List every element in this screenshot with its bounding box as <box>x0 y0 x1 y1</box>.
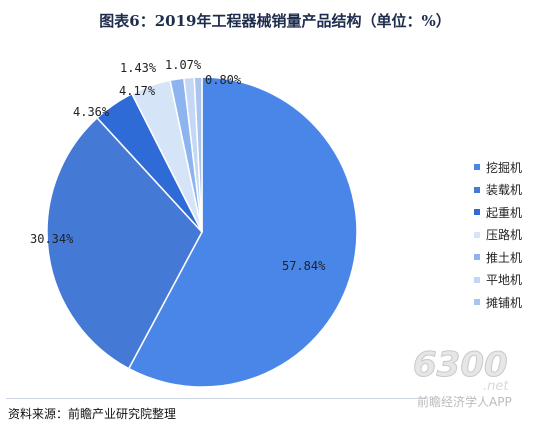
legend-swatch <box>474 186 480 193</box>
legend-item: 挖掘机 <box>474 156 522 179</box>
footer-divider <box>6 398 426 399</box>
watermark-number: 6300 <box>413 345 508 385</box>
legend-label: 摊铺机 <box>486 295 523 310</box>
legend-label: 起重机 <box>486 205 523 220</box>
watermark-suffix: .net <box>483 379 509 394</box>
data-label: 4.36% <box>73 105 110 119</box>
pie-slice <box>46 116 203 370</box>
legend-label: 挖掘机 <box>486 160 523 175</box>
legend-item: 摊铺机 <box>474 291 522 314</box>
chart-legend: 挖掘机 装载机 起重机 压路机 推土机 平地机 摊铺机 <box>474 156 522 314</box>
data-label: 4.17% <box>119 84 156 98</box>
legend-item: 装载机 <box>474 179 522 202</box>
source-note: 资料来源：前瞻产业研究院整理 <box>8 407 177 421</box>
legend-swatch <box>474 164 480 171</box>
legend-item: 推土机 <box>474 246 522 269</box>
chart-title: 图表6：2019年工程器械销量产品结构（单位：%） <box>99 12 451 30</box>
legend-swatch <box>474 299 480 306</box>
data-label: 0.80% <box>205 73 242 87</box>
legend-swatch <box>474 276 480 283</box>
pie-slice <box>193 76 203 233</box>
data-label: 1.07% <box>165 58 202 72</box>
legend-item: 压路机 <box>474 224 522 247</box>
legend-label: 装载机 <box>486 183 523 198</box>
data-label: 1.43% <box>120 61 157 75</box>
legend-swatch <box>474 231 480 238</box>
watermark-caption: 前瞻经济学人APP <box>417 394 512 409</box>
legend-item: 起重机 <box>474 201 522 224</box>
legend-label: 推土机 <box>486 250 523 265</box>
legend-label: 平地机 <box>486 273 523 288</box>
legend-swatch <box>474 209 480 216</box>
watermark-logo: 6300 .net 前瞻经济学人APP <box>413 345 512 410</box>
data-label: 30.34% <box>30 232 74 246</box>
pie-slice <box>127 76 358 388</box>
legend-label: 压路机 <box>486 228 523 243</box>
legend-swatch <box>474 254 480 261</box>
legend-item: 平地机 <box>474 269 522 292</box>
data-label: 57.84% <box>282 259 326 273</box>
